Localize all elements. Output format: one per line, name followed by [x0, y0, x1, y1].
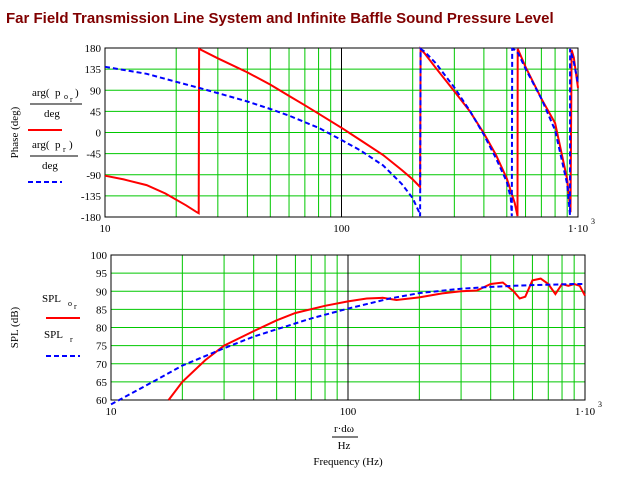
chart1-ytick-label: 90: [90, 85, 102, 97]
chart2-legend-s1-r: r: [74, 302, 77, 311]
chart2-ytick-label: 95: [96, 268, 108, 280]
chart1-ytick-label: 0: [96, 128, 102, 140]
chart2-ytick-label: 65: [96, 377, 108, 389]
chart1-legend-s2-r: r: [63, 145, 66, 154]
chart-title: Far Field Transmission Line System and I…: [6, 10, 554, 27]
chart1-frame: [104, 47, 579, 218]
chart1-xtick-label: 100: [333, 223, 350, 235]
chart2-ytick-label: 70: [96, 359, 108, 371]
chart2-ytick-label: 90: [96, 286, 108, 298]
chart1-legend-s1-den: deg: [44, 108, 60, 120]
chart1-ytick-label: 180: [85, 43, 102, 55]
chart1-xtick-exponent: 3: [591, 217, 595, 226]
chart1-ytick-label: -180: [81, 212, 102, 224]
chart2-ytick-label: 60: [96, 395, 108, 407]
chart2-xtick-label: 1·10: [575, 406, 596, 418]
chart2-ytick-label: 100: [91, 250, 108, 262]
chart1-legend-s1-close: ): [75, 87, 79, 99]
chart1-ytick-label: -135: [81, 191, 102, 203]
chart1-legend-s2-den: deg: [42, 160, 58, 172]
chart1-legend-s2-close: ): [69, 139, 73, 151]
chart2-ytick-label: 75: [96, 341, 108, 353]
chart2-xlabel-denominator: Hz: [338, 440, 351, 452]
chart1-legend-s1-arg: arg(: [32, 87, 50, 99]
chart1-ytick-label: 45: [90, 106, 102, 118]
chart2-legend-s2-spl: SPL: [44, 329, 63, 341]
chart1-xtick-label: 10: [100, 223, 112, 235]
chart2-series-1-line: [167, 277, 586, 401]
chart2-ytick-label: 80: [96, 323, 108, 335]
chart1-legend-s1-o: o: [64, 92, 68, 101]
chart2-ytick-label: 85: [96, 304, 108, 316]
chart2-legend-s1-spl: SPL: [42, 293, 61, 305]
chart2-legend-s1-o: o: [68, 299, 72, 308]
chart1-ylabel: Phase (deg): [9, 106, 21, 158]
chart2-xlabel-numerator: r·dω: [334, 423, 354, 435]
chart2-series-2-line: [110, 283, 585, 406]
chart2-xtick-exponent: 3: [598, 400, 602, 409]
chart1-xtick-label: 1·10: [568, 223, 589, 235]
chart1-legend-s1-r: r: [70, 95, 73, 104]
chart2-xlabel: Frequency (Hz): [313, 456, 383, 468]
chart2-xtick-label: 10: [106, 406, 118, 418]
chart2-ylabel: SPL (dB): [9, 306, 21, 348]
chart1-series-2-line: [104, 46, 579, 217]
chart1-legend-s2-arg: arg(: [32, 139, 50, 151]
chart1-legend-s2-p: p: [55, 139, 61, 151]
chart2-legend-s2-r: r: [70, 335, 73, 344]
chart2-frame: [110, 254, 586, 401]
chart2-xtick-label: 100: [340, 406, 357, 418]
chart1-ytick-label: 135: [85, 64, 102, 76]
chart1-ytick-label: -90: [86, 170, 101, 182]
chart1-legend-s1-p: p: [55, 87, 61, 99]
chart1-ytick-label: -45: [86, 149, 101, 161]
